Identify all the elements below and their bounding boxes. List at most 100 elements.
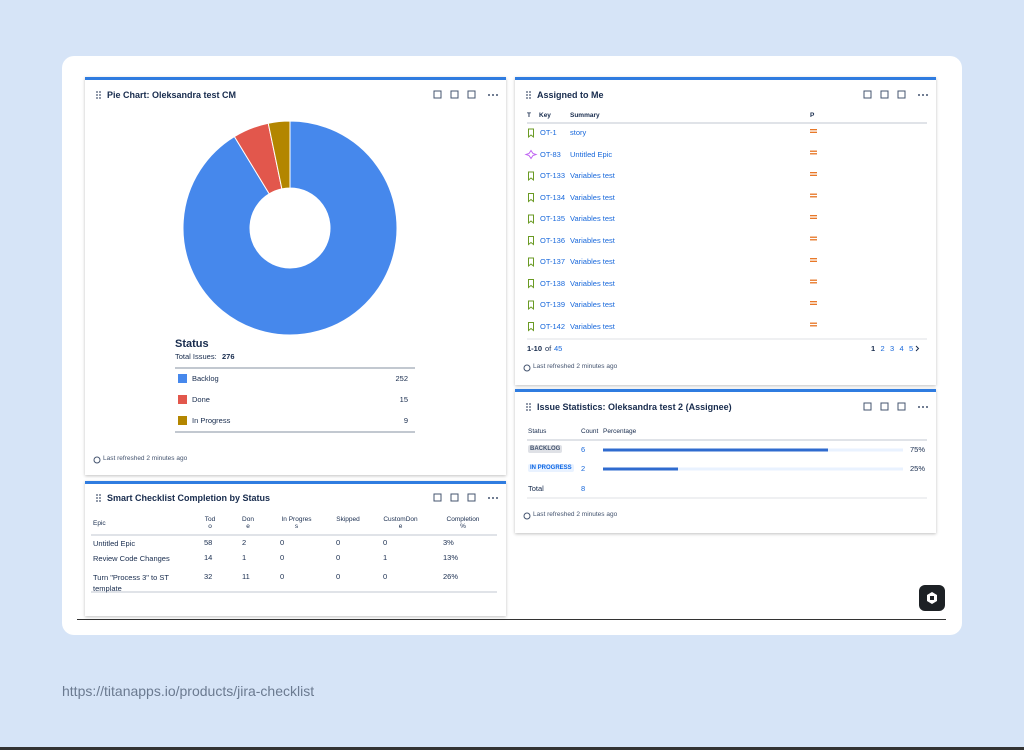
panel-title: Assigned to Me (537, 90, 604, 100)
cell: 0 (336, 572, 341, 581)
issue-summary: Variables test (570, 278, 615, 288)
menu-dot (492, 497, 494, 499)
icon (450, 493, 459, 502)
issue-key: OT-1 (540, 128, 557, 137)
legend-swatch (178, 416, 187, 425)
story-icon (528, 322, 534, 332)
column-header: Key (539, 112, 551, 119)
drag-handle (96, 91, 98, 93)
help-button[interactable] (919, 585, 945, 611)
story-icon (528, 193, 534, 203)
epic-icon (524, 149, 538, 160)
cell: 2 (242, 538, 247, 547)
percentage-bar (603, 448, 828, 452)
column-header: Done (242, 516, 254, 530)
menu-dot (488, 497, 490, 499)
column-header: T (527, 112, 531, 119)
divider (77, 619, 946, 620)
page-link: 4 (899, 344, 904, 353)
panel-title: Pie Chart: Oleksandra test CM (107, 90, 237, 100)
legend-swatch (178, 395, 187, 404)
column-header: Count (581, 428, 599, 435)
drag-handle (96, 494, 98, 496)
drag-handle (529, 406, 531, 408)
drag-handle (96, 94, 98, 96)
cell: Turn "Process 3" to ST template (93, 573, 169, 593)
next-page (915, 345, 920, 352)
total: 8 (581, 484, 586, 493)
issue-key: OT-142 (540, 321, 566, 331)
legend-label: Backlog (192, 374, 219, 383)
cell: 32 (204, 572, 213, 581)
status-lozenge: IN PROGRESS (528, 464, 574, 472)
column-header: Skipped (336, 516, 360, 523)
drag-handle (99, 97, 101, 99)
issue-key: OT-135 (540, 214, 566, 223)
refreshed: Last refreshed 2 minutes ago (533, 511, 618, 518)
range: 1-10 (527, 344, 543, 353)
drag-handle (526, 406, 528, 408)
page-link: 2 (880, 344, 885, 353)
column-header: Percentage (603, 428, 637, 435)
column-header: In Progress (281, 516, 312, 530)
icon (433, 90, 442, 99)
issue-summary: Variables test (570, 235, 615, 245)
menu-dot (918, 94, 920, 96)
issue-key: OT-83 (540, 149, 561, 159)
cell: Review Code Changes (93, 554, 170, 563)
cell: 11 (242, 572, 250, 581)
pie-slice (267, 120, 291, 190)
drag-handle (99, 94, 101, 96)
menu-dot (926, 94, 928, 96)
story-icon (528, 214, 534, 225)
column-header: Summary (570, 112, 600, 119)
cell: 0 (383, 572, 388, 581)
drag-handle (99, 91, 101, 93)
issue-summary: Untitled Epic (570, 149, 613, 159)
column-header: P (810, 112, 815, 119)
drag-handle (526, 91, 528, 93)
refresh-icon (523, 364, 531, 372)
url: https://titanapps.io/products/jira-check… (62, 683, 315, 699)
drag-handle (529, 403, 531, 405)
page-link: 5 (909, 344, 914, 353)
count: 6 (581, 445, 586, 454)
issue-key: OT-136 (540, 235, 566, 245)
cell: 0 (280, 553, 285, 562)
menu-dot (926, 406, 928, 408)
cell: 3% (443, 538, 454, 547)
cell: Untitled Epic (93, 539, 136, 548)
icon (433, 493, 442, 502)
legend-title: Status (175, 338, 209, 350)
drag-handle (529, 91, 531, 93)
issue-summary: Variables test (570, 257, 615, 266)
refresh-icon (523, 512, 531, 520)
story-icon (528, 128, 534, 139)
status-lozenge: BACKLOG (528, 445, 563, 453)
cell: 58 (204, 538, 213, 547)
cell: 0 (336, 538, 341, 547)
issue-key: OT-133 (540, 171, 566, 180)
legend-label: In Progress (192, 416, 231, 425)
menu-dot (492, 94, 494, 96)
total-label: Total Issues: (175, 352, 217, 361)
of: of (545, 344, 552, 353)
icon (450, 90, 459, 99)
cell: 1 (242, 553, 247, 562)
stats-panel (515, 389, 936, 533)
issue-summary: story (570, 128, 587, 137)
story-icon (528, 257, 534, 268)
assigned-panel (515, 77, 936, 385)
bar-track (603, 467, 903, 471)
drag-handle (99, 497, 101, 499)
cell: 14 (204, 553, 213, 562)
issue-summary: Variables test (570, 192, 615, 202)
page-link: 1 (871, 344, 876, 353)
cell: 26% (443, 572, 459, 581)
cell: 0 (280, 572, 285, 581)
cell: 13% (443, 553, 459, 562)
column-header: Status (528, 428, 547, 435)
panel-title: Smart Checklist Completion by Status (107, 493, 271, 503)
total-label: Total (528, 484, 544, 493)
